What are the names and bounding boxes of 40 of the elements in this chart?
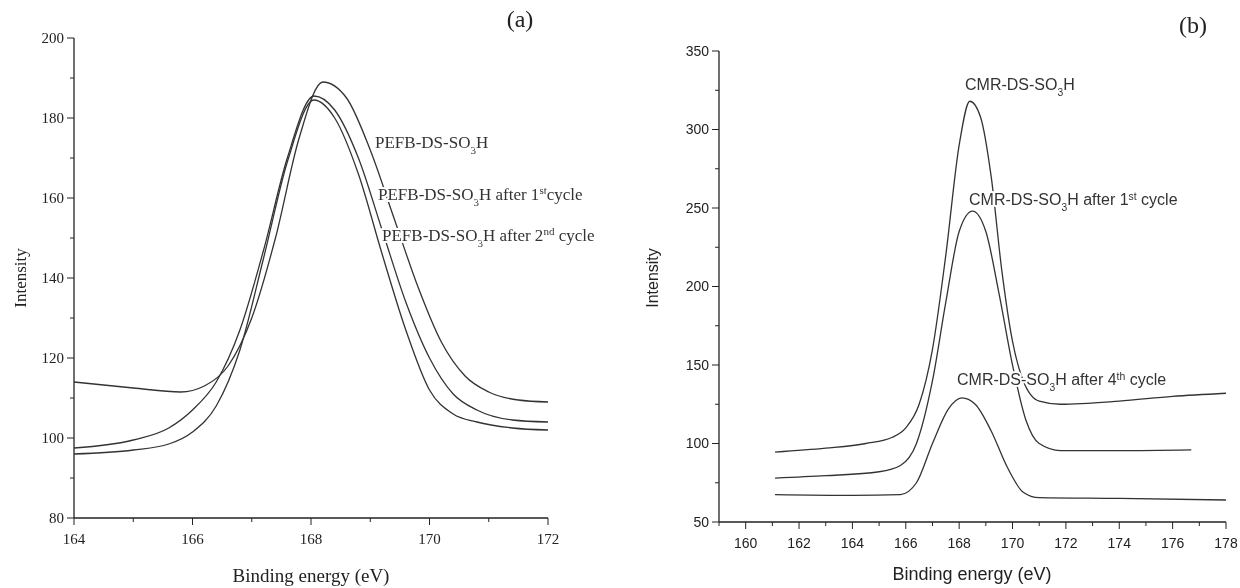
y-axis-title: Intensity: [10, 247, 30, 308]
y-axis-title: Intensity: [643, 248, 661, 308]
y-tick-label: 250: [685, 199, 710, 216]
x-tick-label: 178: [1214, 535, 1238, 551]
y-tick-label: 80: [49, 510, 64, 527]
x-tick-label: 172: [536, 531, 560, 547]
x-tick-label: 172: [1054, 535, 1078, 551]
y-tick-label: 180: [41, 110, 64, 127]
y-tick-label: 100: [685, 435, 710, 452]
y-tick-label: 200: [41, 30, 64, 47]
chart-title: (a): [506, 6, 534, 32]
x-axis-title: Binding energy (eV): [892, 564, 1052, 584]
line-series: [774, 100, 1227, 453]
y-tick-label: 50: [693, 513, 710, 530]
series-label: PEFB-DS-SO$_{3}$H: [375, 133, 489, 156]
y-tick-label: 150: [685, 356, 710, 373]
y-tick-label: 100: [41, 430, 64, 447]
x-tick-label: 164: [840, 535, 865, 551]
chart-title: (b): [1179, 12, 1207, 38]
line-series: [774, 397, 1227, 501]
x-tick-label: 166: [894, 535, 918, 551]
x-axis-title: Binding energy (eV): [232, 565, 390, 587]
y-tick-label: 200: [685, 278, 710, 295]
x-tick-label: 168: [299, 531, 323, 547]
x-tick-label: 164: [62, 531, 86, 547]
x-tick-label: 162: [787, 535, 811, 551]
x-tick-label: 166: [181, 531, 205, 547]
series-label: CMR-DS-SO$_{3}$H: [965, 76, 1075, 98]
y-tick-label: 350: [685, 42, 710, 59]
y-tick-label: 140: [41, 270, 64, 287]
x-tick-label: 168: [947, 535, 972, 551]
y-tick-label: 120: [41, 350, 64, 367]
x-tick-label: 170: [418, 531, 441, 547]
x-tick-label: 174: [1107, 535, 1132, 551]
x-tick-label: 170: [1000, 535, 1025, 551]
y-tick-label: 300: [685, 121, 710, 138]
x-tick-label: 176: [1160, 535, 1185, 551]
x-tick-label: 160: [734, 535, 758, 551]
y-tick-label: 160: [41, 190, 64, 207]
line-series: [774, 210, 1192, 479]
